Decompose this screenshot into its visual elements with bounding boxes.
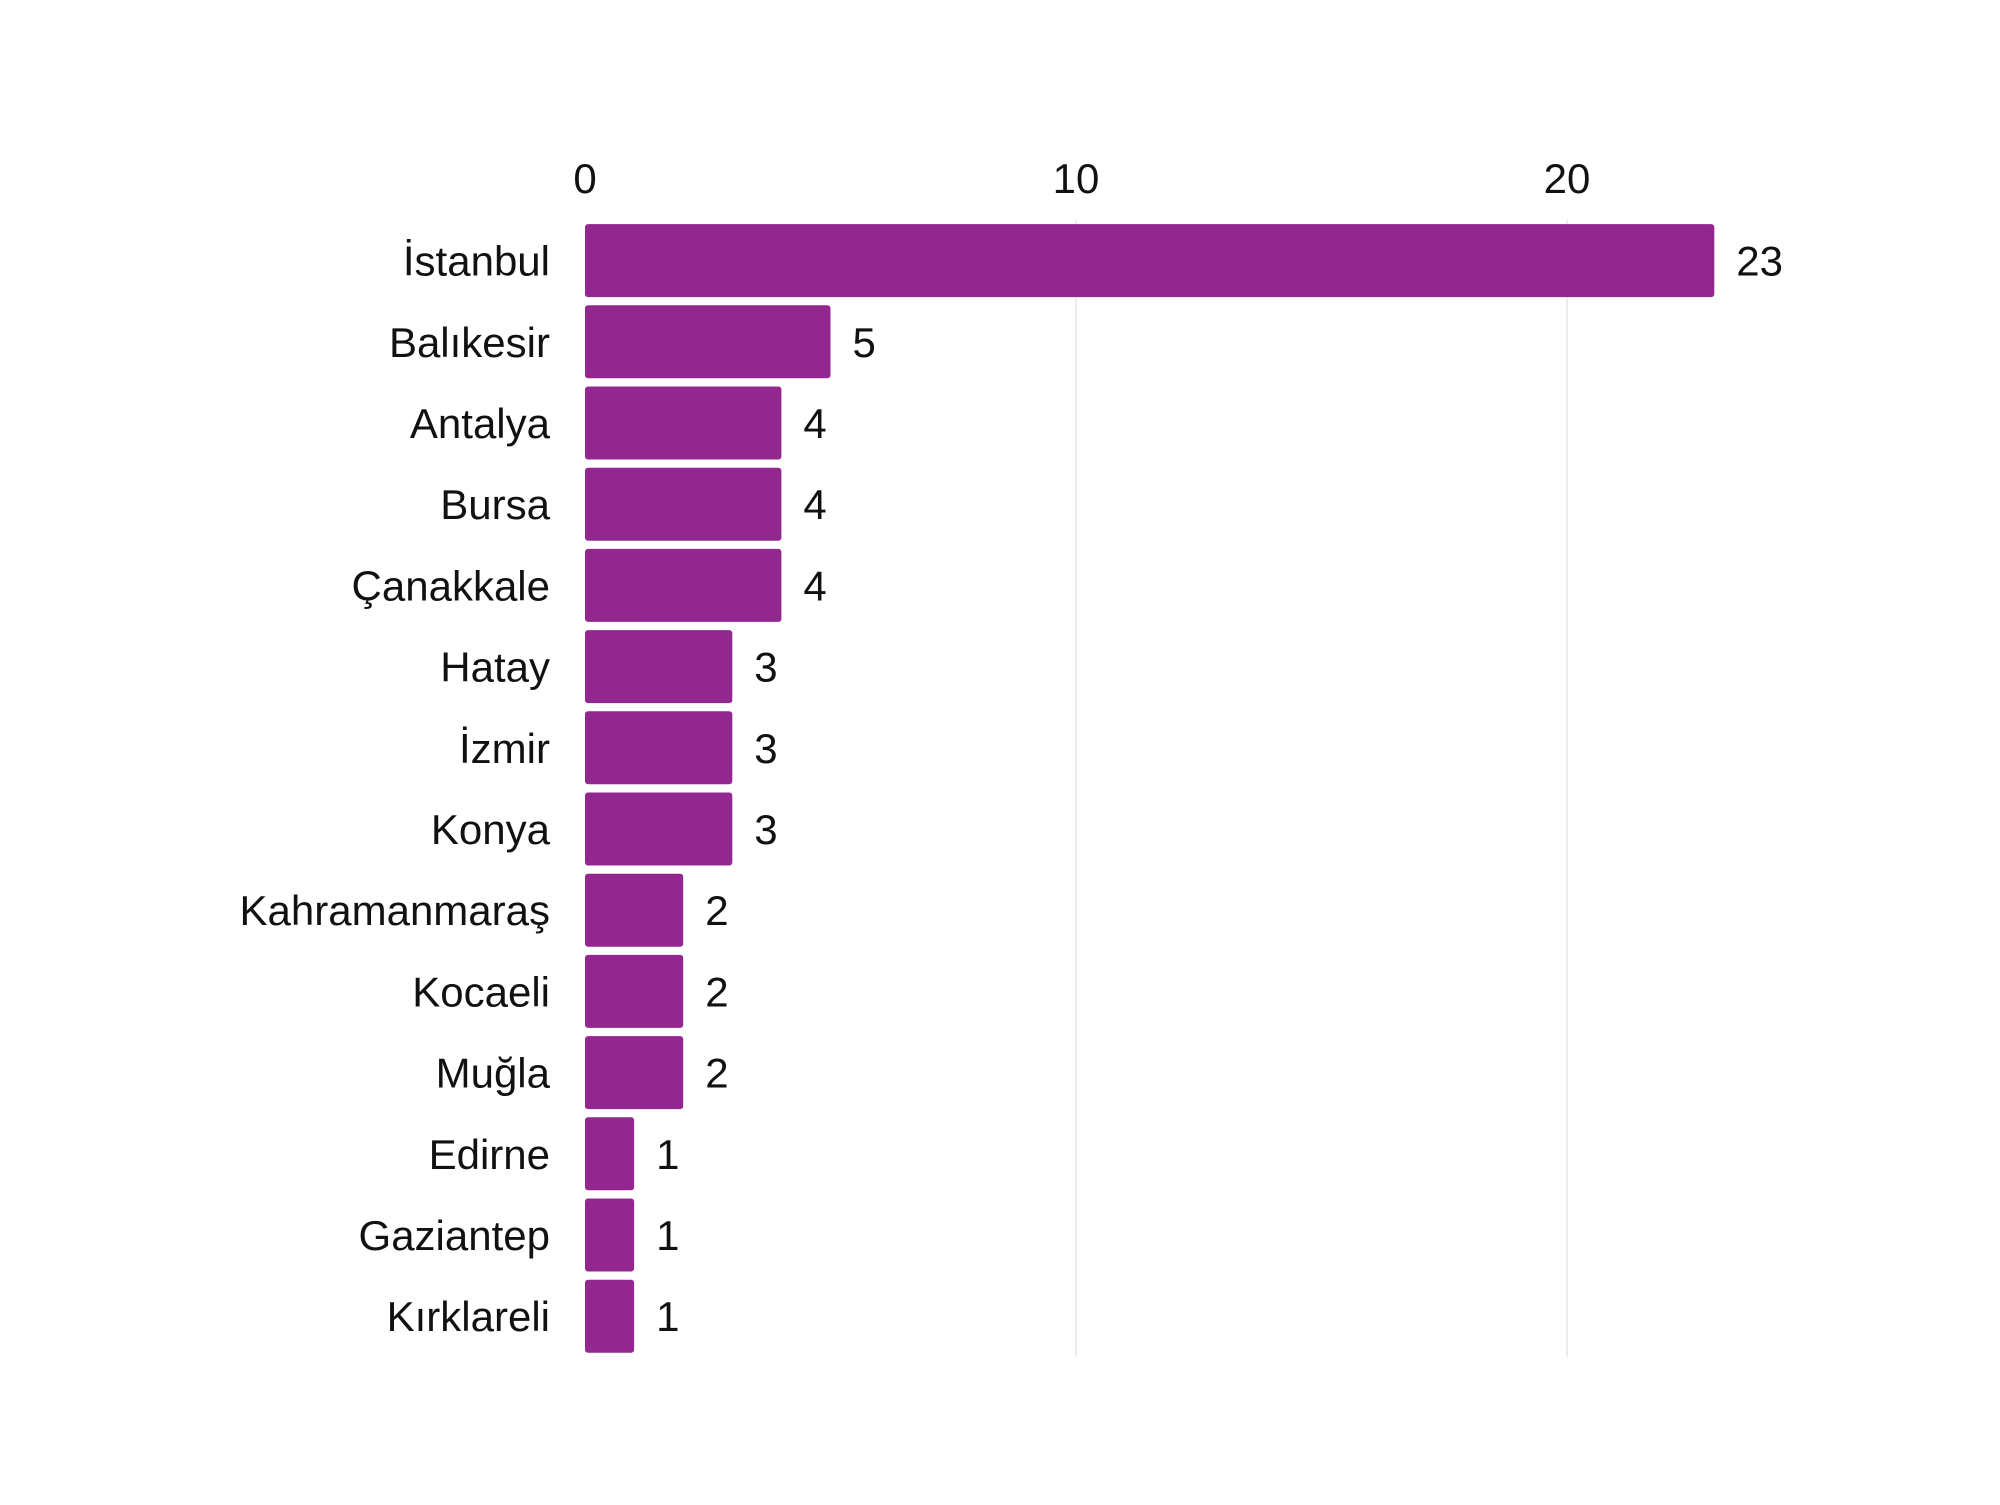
data-label: 4	[803, 481, 826, 528]
category-label: Edirne	[429, 1131, 550, 1178]
category-label: Hatay	[440, 644, 550, 691]
bar	[585, 792, 733, 866]
category-label: Kocaeli	[412, 968, 550, 1015]
data-label: 1	[656, 1293, 679, 1340]
data-label: 1	[656, 1131, 679, 1178]
category-label: Kahramanmaraş	[240, 887, 550, 934]
x-axis-ticks: 0 10 20	[573, 155, 1590, 202]
bar	[585, 1117, 635, 1191]
gridlines	[1075, 220, 1568, 1357]
data-label: 5	[853, 319, 876, 366]
bar	[585, 1036, 684, 1110]
category-label: Balıkesir	[389, 319, 550, 366]
bar	[585, 954, 684, 1028]
data-label: 4	[803, 400, 826, 447]
bar	[585, 711, 733, 785]
data-label: 3	[754, 725, 777, 772]
x-tick-label: 20	[1544, 155, 1591, 202]
bar	[585, 630, 733, 704]
category-labels: İstanbul Balıkesir Antalya Bursa Çanakkale Ha…	[240, 238, 551, 1341]
bar	[585, 305, 831, 379]
data-label: 4	[803, 562, 826, 609]
category-label: Konya	[431, 806, 551, 853]
bar	[585, 1198, 635, 1272]
data-label: 2	[705, 887, 728, 934]
x-tick-label: 0	[573, 155, 596, 202]
data-label: 2	[705, 1050, 728, 1097]
bar	[585, 467, 782, 541]
bar	[585, 386, 782, 460]
category-label: Gaziantep	[359, 1212, 550, 1259]
category-label: Antalya	[410, 400, 551, 447]
x-tick-label: 10	[1053, 155, 1100, 202]
data-label: 3	[754, 644, 777, 691]
category-label: Muğla	[436, 1050, 551, 1097]
data-label: 23	[1736, 238, 1783, 285]
category-label: Çanakkale	[352, 562, 550, 609]
bar	[585, 1279, 635, 1353]
data-label: 1	[656, 1212, 679, 1259]
data-label: 3	[754, 806, 777, 853]
bar	[585, 548, 782, 622]
bars	[585, 224, 1715, 1353]
category-label: İstanbul	[403, 238, 550, 285]
category-label: İzmir	[459, 725, 550, 772]
bar	[585, 873, 684, 947]
data-label: 2	[705, 968, 728, 1015]
bar	[585, 224, 1715, 298]
category-label: Kırklareli	[387, 1293, 550, 1340]
category-label: Bursa	[440, 481, 550, 528]
